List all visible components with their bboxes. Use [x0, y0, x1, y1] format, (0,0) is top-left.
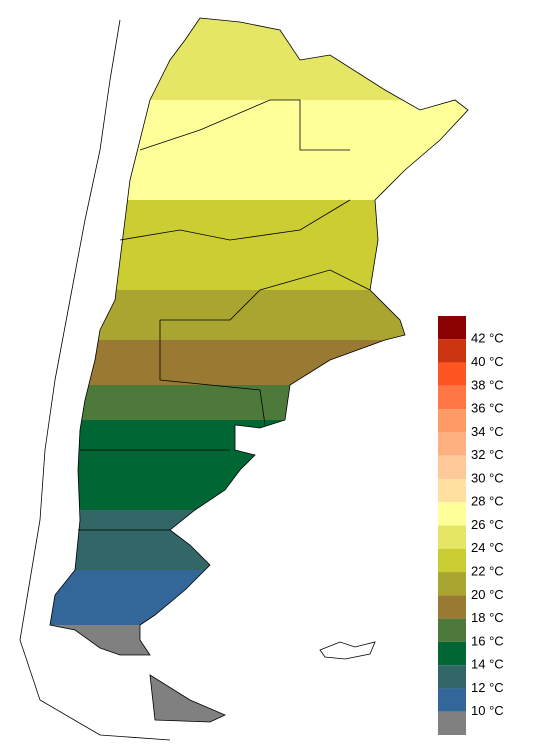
- province-line: [160, 269, 371, 321]
- legend-swatch: [438, 595, 466, 619]
- country-outline: [49, 17, 469, 656]
- legend-label: 26 °C: [471, 517, 504, 532]
- legend-swatch: [438, 711, 466, 735]
- legend-label: 14 °C: [471, 657, 504, 672]
- legend: 42 °C 40 °C 38 °C 36 °C 34 °C 32 °C 30 °C 28 °C…: [438, 316, 504, 735]
- legend-swatch: [438, 455, 466, 479]
- legend-label: 42 °C: [471, 331, 504, 346]
- legend-label: 32 °C: [471, 447, 504, 462]
- legend-label: 10 °C: [471, 703, 504, 718]
- legend-label: 12 °C: [471, 680, 504, 695]
- legend-swatch: [438, 548, 466, 573]
- legend-swatch: [438, 572, 466, 596]
- province-line: [119, 199, 351, 241]
- legend-label: 34 °C: [471, 424, 504, 439]
- legend-swatch: [438, 432, 466, 456]
- legend-swatch: [438, 502, 466, 526]
- tierra-del-fuego: [149, 674, 226, 723]
- legend-swatch: [438, 478, 466, 503]
- legend-swatch: [438, 618, 466, 642]
- legend-label: 40 °C: [471, 354, 504, 369]
- legend-label: 24 °C: [471, 540, 504, 555]
- legend-label: 30 °C: [471, 470, 504, 485]
- chile-coast: [19, 19, 171, 741]
- legend-swatch: [438, 339, 466, 363]
- legend-swatch: [438, 385, 466, 410]
- province-line: [159, 320, 266, 426]
- province-line: [139, 99, 350, 151]
- legend-swatch: [438, 362, 466, 386]
- legend-label: 36 °C: [471, 401, 504, 416]
- legend-swatch: [438, 409, 466, 433]
- temperature-band: [50, 18, 468, 100]
- legend-label: 20 °C: [471, 587, 504, 602]
- legend-swatch: [438, 525, 466, 549]
- legend-swatch: [438, 641, 466, 666]
- malvinas: [319, 641, 376, 660]
- borders: [19, 17, 469, 741]
- legend-swatch: [438, 688, 466, 712]
- legend-label: 22 °C: [471, 563, 504, 578]
- temperature-band: [50, 100, 468, 200]
- legend-label: 38 °C: [471, 377, 504, 392]
- legend-swatch: [438, 316, 466, 340]
- legend-label: 28 °C: [471, 494, 504, 509]
- legend-swatch: [438, 665, 466, 689]
- legend-label: 16 °C: [471, 633, 504, 648]
- legend-label: 18 °C: [471, 610, 504, 625]
